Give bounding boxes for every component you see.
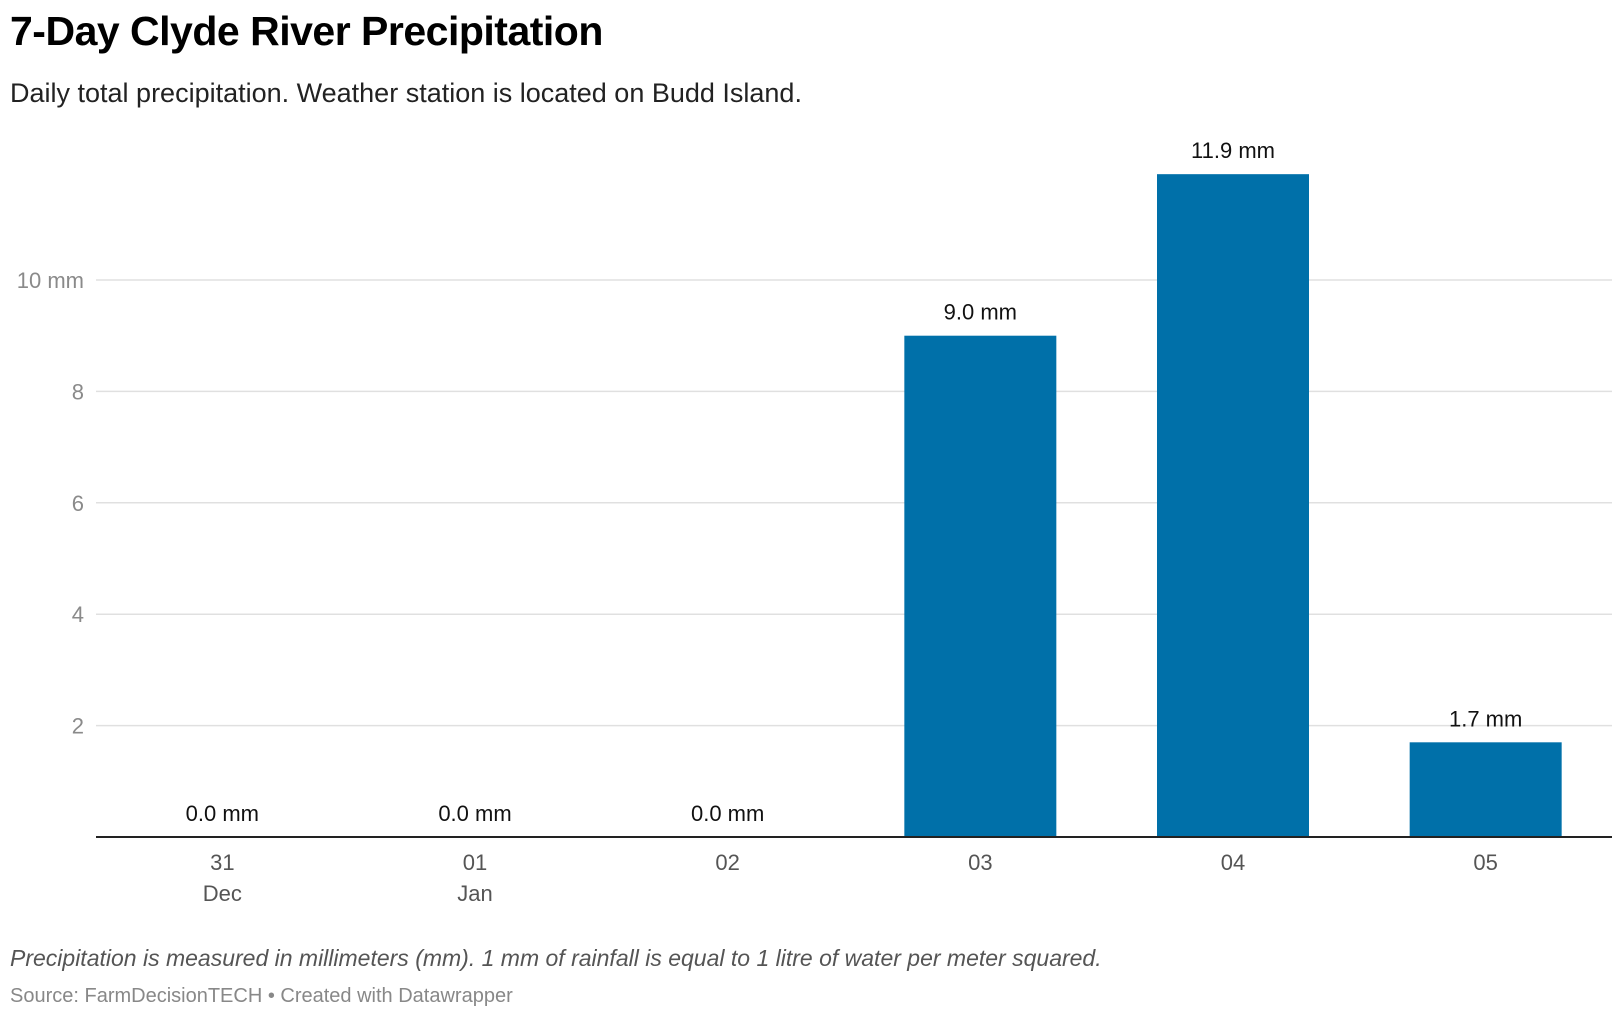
data-label: 0.0 mm	[438, 801, 511, 826]
x-tick-label: 03	[968, 850, 992, 875]
chart-note: Precipitation is measured in millimeters…	[10, 945, 1102, 971]
y-tick-label: 6	[72, 491, 84, 516]
x-tick-sublabel: Jan	[457, 881, 492, 906]
chart-title: 7-Day Clyde River Precipitation	[10, 8, 603, 54]
data-label: 0.0 mm	[691, 801, 764, 826]
chart-source: Source: FarmDecisionTECH • Created with …	[10, 985, 513, 1007]
x-tick-label: 01	[463, 850, 487, 875]
data-label: 11.9 mm	[1191, 138, 1275, 163]
x-tick-label: 31	[210, 850, 234, 875]
y-tick-label: 2	[72, 714, 84, 739]
bar	[1409, 742, 1562, 837]
chart-subtitle: Daily total precipitation. Weather stati…	[10, 78, 802, 108]
x-tick-label: 05	[1473, 850, 1497, 875]
bar	[1157, 174, 1309, 838]
x-tick-label: 02	[715, 850, 739, 875]
x-tick-sublabel: Dec	[203, 881, 242, 906]
bar	[904, 335, 1057, 837]
data-label: 1.7 mm	[1449, 706, 1522, 731]
y-tick-label: 8	[72, 379, 84, 404]
x-tick-label: 04	[1221, 850, 1245, 875]
data-label: 9.0 mm	[944, 300, 1017, 325]
y-tick-label: 10 mm	[17, 268, 84, 293]
data-label: 0.0 mm	[186, 801, 259, 826]
y-tick-label: 4	[72, 602, 84, 627]
bar-chart: 2 4 6 8 10 mm 0.0 mm 31 Dec 0.0 mm 01 Jan 0.0 mm 02 9…	[17, 138, 1612, 906]
